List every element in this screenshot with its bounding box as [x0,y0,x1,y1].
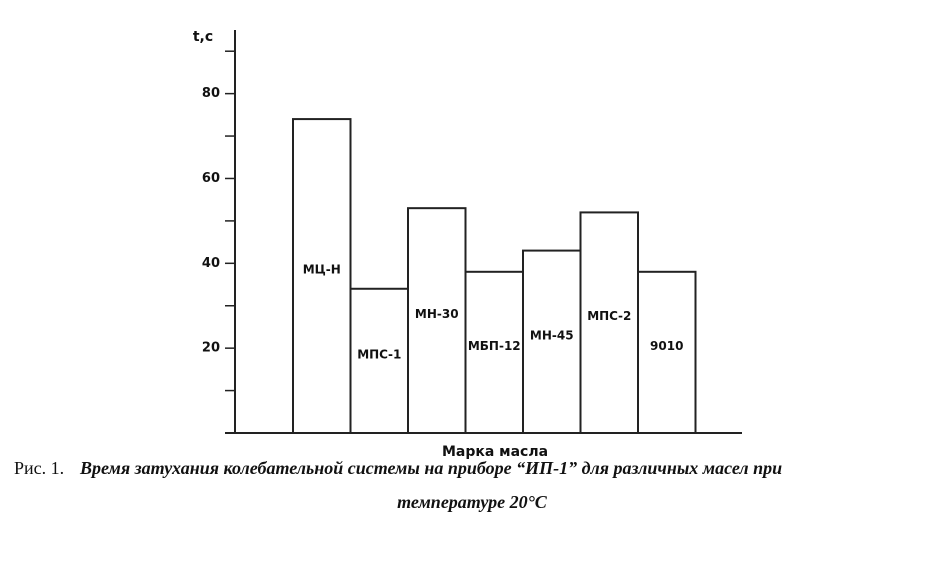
bar-label: 9010 [650,339,683,353]
caption: Время затухания колебательной системы на… [79,458,782,478]
bar-label: МПС-2 [587,309,631,323]
bar-label: МБП-12 [468,339,521,353]
caption: температуре 20°С [397,492,548,512]
y-tick-label: 40 [202,256,220,271]
bar [292,118,352,435]
y-tick-label: 60 [202,171,220,186]
x-axis-label: Марка масла [442,444,548,460]
bar [349,287,409,435]
bar-label: МН-45 [530,328,574,342]
bar-label: МЦ-Н [303,263,341,277]
bar-label: МПС-1 [357,347,401,361]
y-tick-label: 80 [202,86,220,101]
y-tick-label: 20 [202,341,220,356]
y-axis-label: t,c [193,29,213,45]
bar-label: МН-30 [415,307,459,321]
bar [464,270,524,434]
caption-prefix: Рис. 1. [14,458,64,478]
bar [637,270,697,434]
